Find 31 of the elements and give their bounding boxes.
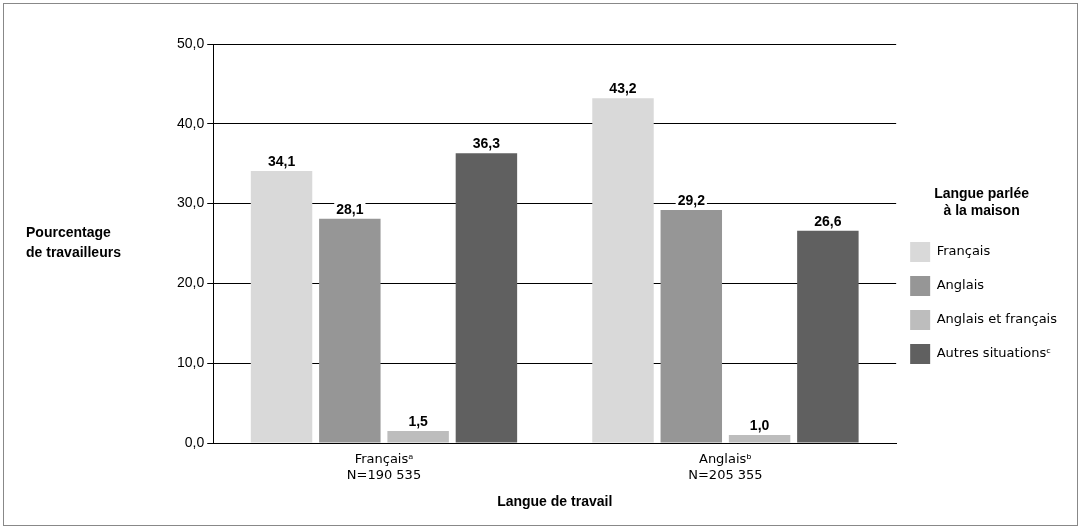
legend-label: Anglais <box>936 277 985 293</box>
y-tick-label: 20,0 <box>177 274 205 291</box>
y-tick-label: 40,0 <box>177 114 205 131</box>
data-label: 26,6 <box>814 212 842 229</box>
y-tick-label: 0,0 <box>184 433 205 450</box>
bar <box>592 98 654 443</box>
x-tick-label: Anglaisᵇ N=205 355 <box>688 451 763 482</box>
data-label: 34,1 <box>267 152 296 169</box>
x-tick-label: Françaisᵃ N=190 535 <box>346 451 422 482</box>
y-tick-label: 10,0 <box>177 354 205 371</box>
y-axis-title: Pourcentage de travailleurs <box>26 224 122 261</box>
legend-label: Anglais et français <box>936 311 1058 327</box>
data-label: 1,0 <box>749 416 770 433</box>
data-label: 36,3 <box>472 135 501 152</box>
bar <box>660 209 723 443</box>
y-tick-label: 30,0 <box>177 194 205 211</box>
bar <box>455 153 518 443</box>
bar <box>797 230 859 443</box>
data-label: 29,2 <box>677 191 706 208</box>
data-label: 28,1 <box>336 200 364 217</box>
bar <box>728 435 791 443</box>
x-axis-title: Langue de travail <box>497 493 613 510</box>
legend-label: Autres situationsᶜ <box>936 345 1052 361</box>
data-label: 43,2 <box>609 80 637 97</box>
legend-label: Français <box>936 243 991 259</box>
bar <box>250 170 313 443</box>
legend-title: Langue parlée à la maison <box>934 184 1030 218</box>
bar <box>387 431 449 443</box>
data-label: 1,5 <box>408 412 429 429</box>
bar <box>319 218 381 443</box>
y-tick-label: 50,0 <box>177 34 205 51</box>
